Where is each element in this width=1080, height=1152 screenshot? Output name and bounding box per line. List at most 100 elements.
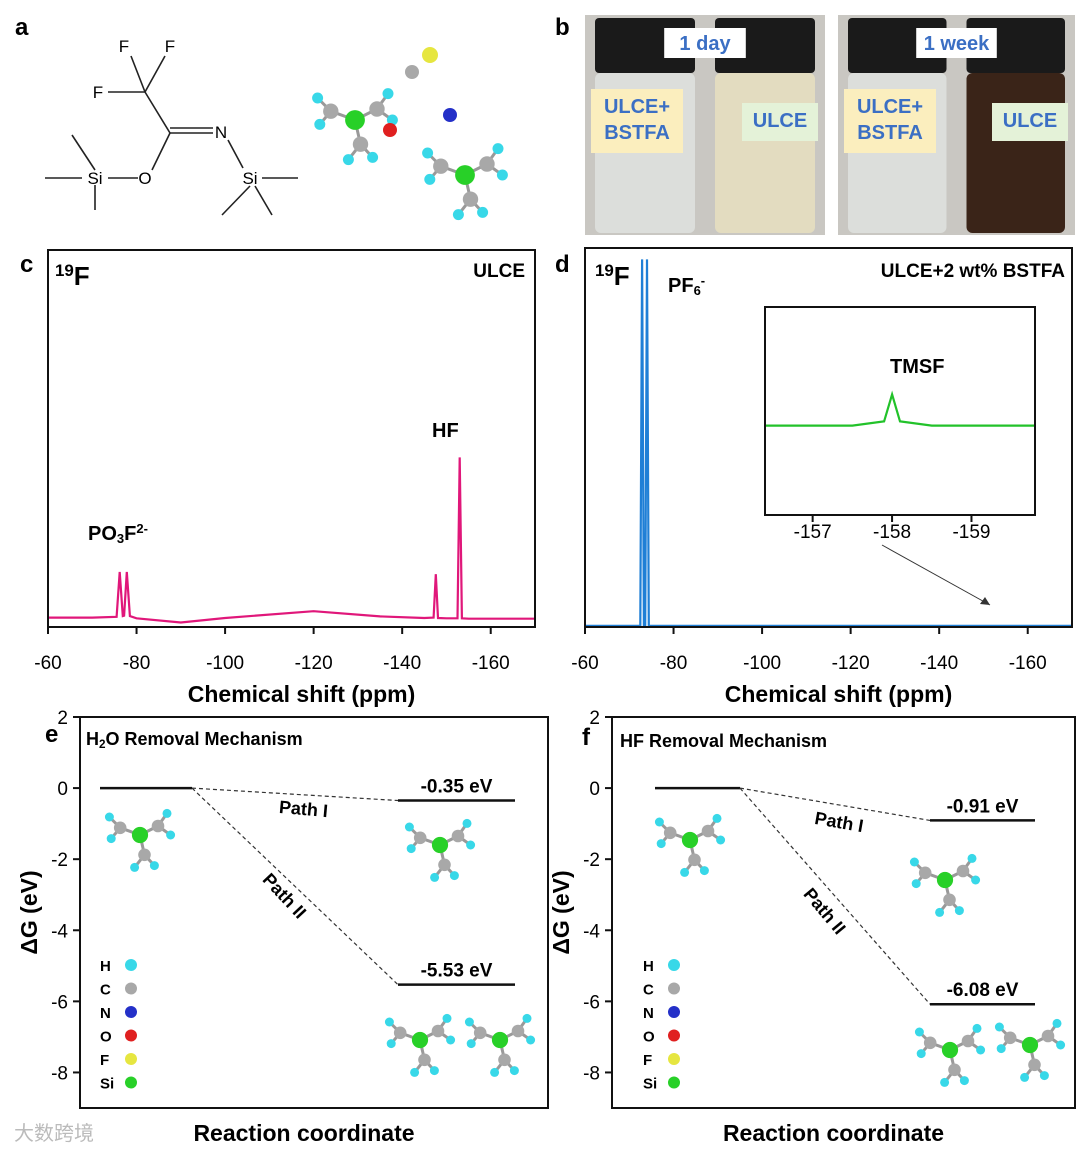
atom-ball <box>1041 1029 1055 1043</box>
rich-text: HF Removal Mechanism <box>620 731 827 751</box>
panel-label: c <box>20 251 33 278</box>
panel-label: e <box>45 721 58 748</box>
atom-ball <box>429 1066 439 1076</box>
rich-text: 19F <box>595 261 630 291</box>
atom-ball <box>954 906 964 916</box>
y-axis-label: ΔG (eV) <box>16 870 42 954</box>
spectrum <box>585 259 1072 627</box>
x-tick-label: -60 <box>34 653 61 674</box>
text-part: PF <box>668 275 694 297</box>
atom-label: N <box>215 123 227 142</box>
rich-text: 19F <box>55 261 90 291</box>
text-part: HF Removal Mechanism <box>620 731 827 751</box>
x-axis-label: Reaction coordinate <box>723 1120 944 1146</box>
text-part: F <box>74 261 90 291</box>
sample-box <box>591 89 683 153</box>
x-tick-label: -120 <box>832 653 870 674</box>
atom-ball <box>410 1067 420 1077</box>
atom-ball <box>352 136 369 152</box>
caption-box <box>916 28 997 58</box>
text-part: 2 <box>99 738 106 751</box>
text-part: PO <box>88 523 117 545</box>
panel-label: a <box>15 14 29 41</box>
atom-ball <box>367 151 379 163</box>
atom-label: F <box>165 37 175 56</box>
legend-swatch <box>668 1053 680 1065</box>
legend-label: H <box>100 958 111 975</box>
sample-box <box>992 103 1068 141</box>
value-label: -0.35 eV <box>421 777 493 798</box>
y-tick-label: 0 <box>57 779 68 800</box>
x-tick-label: -120 <box>295 653 333 674</box>
atom-ball <box>422 47 438 63</box>
text-part: 6 <box>694 283 701 298</box>
atom-ball <box>712 813 722 823</box>
atom-ball <box>940 1077 950 1087</box>
pathway <box>191 787 399 802</box>
rich-text: PO3F2- <box>88 521 148 546</box>
atom-ball <box>433 158 449 174</box>
atom-ball <box>663 826 677 840</box>
atom-ball <box>342 154 354 166</box>
x-tick-label: -100 <box>206 653 244 674</box>
value-label: -6.08 eV <box>947 980 1019 1001</box>
atom-ball <box>511 1024 525 1038</box>
value-label: -0.91 eV <box>947 796 1019 817</box>
atom-ball <box>699 866 709 876</box>
atom-ball <box>113 821 127 835</box>
atom-ball <box>443 108 457 122</box>
y-tick-label: 2 <box>57 708 68 729</box>
atom-ball <box>386 1039 396 1049</box>
atom-ball <box>914 1027 924 1037</box>
atom-ball <box>498 1053 511 1067</box>
atom-ball <box>466 840 476 850</box>
path-label: Path I <box>813 808 865 836</box>
text-part: F <box>124 523 136 545</box>
x-tick-label: -80 <box>123 653 150 674</box>
atom-ball <box>688 853 701 867</box>
atom-ball <box>418 1053 431 1067</box>
atom-ball <box>431 1024 445 1038</box>
legend-swatch <box>125 1076 137 1089</box>
pathway <box>191 787 399 986</box>
y-tick-label: -2 <box>51 850 68 871</box>
legend-label: Si <box>643 1076 657 1093</box>
rich-text: H2O Removal Mechanism <box>86 729 303 751</box>
atom-ball <box>918 866 932 880</box>
text-part: HF <box>432 420 459 442</box>
atom-ball <box>151 819 165 833</box>
y-axis-label: ΔG (eV) <box>548 870 574 954</box>
atom-ball <box>386 114 398 126</box>
atom-ball <box>1052 1018 1062 1028</box>
spectrum <box>48 457 535 624</box>
atom-ball <box>130 862 140 872</box>
atom-ball <box>959 1076 969 1086</box>
sample-label: ULCE <box>753 110 807 132</box>
legend-label: O <box>643 1029 655 1046</box>
atom-ball <box>509 1066 519 1076</box>
text-part: F <box>614 261 630 291</box>
atom-ball <box>411 1031 429 1049</box>
atom-ball <box>104 812 114 822</box>
legend-swatch <box>125 959 137 971</box>
arrow <box>881 544 991 606</box>
arrow-head <box>980 597 990 605</box>
atom-ball <box>455 165 475 185</box>
atom-ball <box>976 1045 986 1055</box>
chart-title: ULCE <box>473 261 525 282</box>
rich-text: TMSF <box>890 356 944 378</box>
legend-swatch <box>125 1006 137 1018</box>
atom-ball <box>941 1041 959 1059</box>
atom-ball <box>473 1026 487 1040</box>
atom-ball <box>131 826 149 844</box>
atom-ball <box>413 831 427 845</box>
atom-label: F <box>119 37 129 56</box>
path-label: Path II <box>259 869 310 922</box>
atom-ball <box>961 1034 975 1048</box>
photo-caption: 1 week <box>924 33 990 55</box>
caption-box <box>664 28 746 58</box>
atom-label: F <box>93 83 103 102</box>
atom-ball <box>496 169 508 181</box>
atom-ball <box>1056 1040 1066 1050</box>
